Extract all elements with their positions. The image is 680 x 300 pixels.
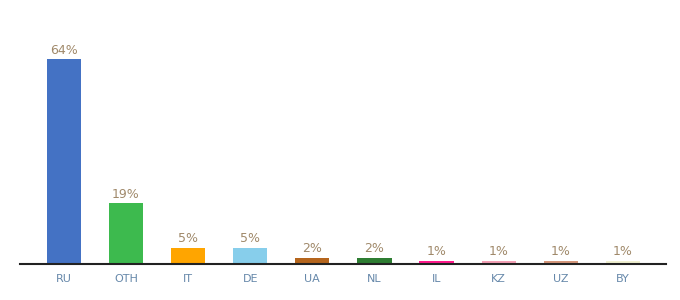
Text: 1%: 1% — [551, 245, 571, 258]
Text: 5%: 5% — [178, 232, 198, 245]
Text: 1%: 1% — [489, 245, 509, 258]
Text: 1%: 1% — [426, 245, 447, 258]
Text: 19%: 19% — [112, 188, 140, 201]
Bar — [47, 59, 81, 264]
Text: 2%: 2% — [303, 242, 322, 255]
Bar — [171, 248, 205, 264]
Bar — [295, 258, 329, 264]
Text: 64%: 64% — [50, 44, 78, 57]
Bar — [233, 248, 267, 264]
Text: 1%: 1% — [613, 245, 633, 258]
Bar — [420, 261, 454, 264]
Text: 5%: 5% — [240, 232, 260, 245]
Bar — [358, 258, 392, 264]
Text: 2%: 2% — [364, 242, 384, 255]
Bar — [544, 261, 578, 264]
Bar — [109, 203, 143, 264]
Bar — [606, 261, 640, 264]
Bar — [481, 261, 515, 264]
